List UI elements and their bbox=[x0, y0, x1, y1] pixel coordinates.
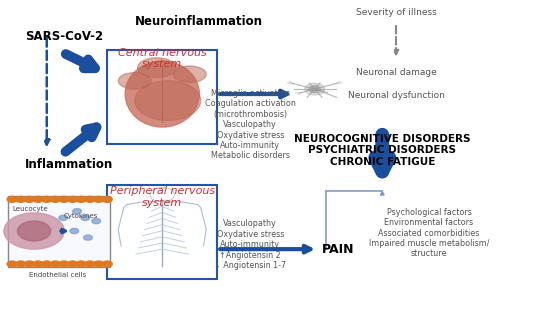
Circle shape bbox=[94, 261, 103, 267]
Bar bbox=[107, 50, 217, 144]
Circle shape bbox=[102, 196, 112, 202]
Text: Endothelial cells: Endothelial cells bbox=[29, 272, 86, 278]
Circle shape bbox=[18, 221, 51, 241]
Ellipse shape bbox=[135, 81, 201, 120]
Circle shape bbox=[24, 261, 34, 267]
Text: Severity of illness: Severity of illness bbox=[356, 8, 436, 17]
Text: Psychological factors
Environmental factors
Associated comorbidities
Impaired mu: Psychological factors Environmental fact… bbox=[368, 208, 490, 258]
Circle shape bbox=[94, 196, 103, 202]
Bar bbox=[107, 185, 217, 279]
Circle shape bbox=[305, 83, 324, 95]
Circle shape bbox=[85, 261, 95, 267]
Text: Inflammation: Inflammation bbox=[25, 158, 113, 171]
Ellipse shape bbox=[125, 61, 199, 127]
Text: Neuronal dysfunction: Neuronal dysfunction bbox=[348, 91, 444, 100]
Circle shape bbox=[51, 196, 60, 202]
Bar bbox=[8, 196, 110, 267]
Circle shape bbox=[16, 196, 26, 202]
Circle shape bbox=[7, 196, 17, 202]
Text: Neuronal damage: Neuronal damage bbox=[356, 68, 436, 77]
Text: Neuroinflammation: Neuroinflammation bbox=[135, 15, 263, 28]
Circle shape bbox=[59, 215, 68, 220]
Circle shape bbox=[70, 228, 79, 234]
Circle shape bbox=[7, 261, 17, 267]
Circle shape bbox=[51, 261, 60, 267]
Text: Microglia activation
Coagulation activation
(microthrombosis)
Vasculopathy
Oxyda: Microglia activation Coagulation activat… bbox=[205, 89, 296, 160]
Circle shape bbox=[76, 196, 86, 202]
Circle shape bbox=[4, 213, 64, 249]
Circle shape bbox=[16, 261, 26, 267]
Circle shape bbox=[33, 261, 43, 267]
Circle shape bbox=[68, 196, 78, 202]
Text: Vasculopathy
Oxydative stress
Auto-immunity
↑Angiotensin 2
↓ Angiotensin 1-7: Vasculopathy Oxydative stress Auto-immun… bbox=[214, 219, 287, 270]
Text: PAIN: PAIN bbox=[322, 243, 354, 256]
Circle shape bbox=[42, 196, 52, 202]
Circle shape bbox=[84, 235, 92, 240]
Circle shape bbox=[76, 261, 86, 267]
Circle shape bbox=[309, 86, 320, 92]
Ellipse shape bbox=[173, 66, 206, 82]
Circle shape bbox=[24, 196, 34, 202]
Text: SARS-CoV-2: SARS-CoV-2 bbox=[25, 30, 103, 43]
Text: Peripheral nervous
system: Peripheral nervous system bbox=[109, 186, 215, 208]
Text: NEUROCOGNITIVE DISORDERS
PSYCHIATRIC DISORDERS
CHRONIC FATIGUE: NEUROCOGNITIVE DISORDERS PSYCHIATRIC DIS… bbox=[294, 134, 470, 167]
Circle shape bbox=[102, 261, 112, 267]
Ellipse shape bbox=[118, 73, 151, 89]
Circle shape bbox=[33, 196, 43, 202]
Ellipse shape bbox=[138, 58, 176, 78]
Circle shape bbox=[59, 261, 69, 267]
Circle shape bbox=[92, 218, 101, 224]
Circle shape bbox=[73, 209, 81, 214]
Circle shape bbox=[85, 196, 95, 202]
Circle shape bbox=[59, 196, 69, 202]
Text: Cytokines: Cytokines bbox=[63, 213, 98, 219]
Circle shape bbox=[68, 261, 78, 267]
Circle shape bbox=[81, 215, 90, 220]
Text: Leucocyte: Leucocyte bbox=[13, 206, 48, 212]
Circle shape bbox=[42, 261, 52, 267]
Text: Central nervous
system: Central nervous system bbox=[118, 48, 207, 69]
